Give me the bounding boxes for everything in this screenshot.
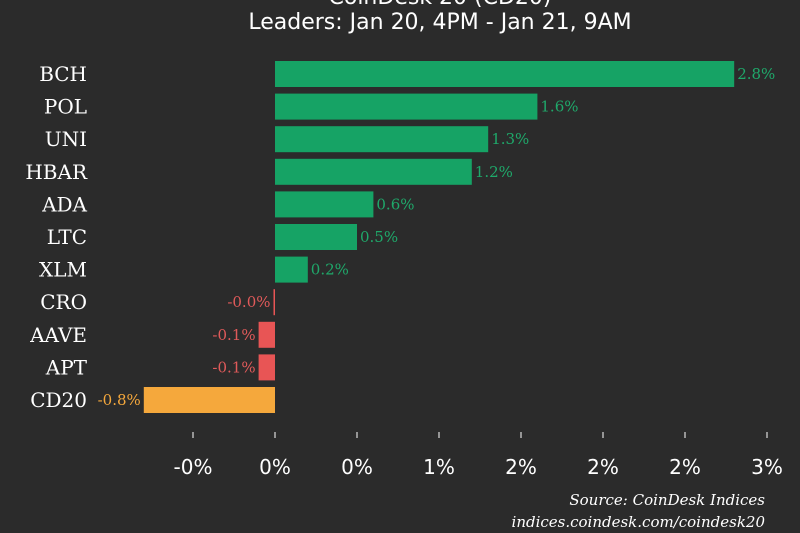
value-label-pol: 1.6% — [540, 98, 578, 116]
x-tick-label: 3% — [751, 455, 783, 479]
category-labels: BCH POL UNI HBAR ADA LTC XLM CRO AAVE APT CD20 — [25, 62, 88, 412]
value-label-bch: 2.8% — [737, 65, 775, 83]
value-labels: 2.8% 1.6% 1.3% 1.2% 0.6% 0.5% 0.2% -0.0% -0.1% -0… — [98, 65, 776, 409]
source-note: Source: CoinDesk Indices — [569, 491, 765, 509]
x-tick-label: 0% — [341, 455, 373, 479]
category-label-uni: UNI — [45, 127, 87, 151]
bar-cd20 — [143, 387, 275, 413]
chart-subtitle: Leaders: Jan 20, 4PM - Jan 21, 9AM — [248, 10, 631, 35]
category-label-cro: CRO — [40, 290, 87, 314]
value-label-ada: 0.6% — [376, 195, 414, 213]
value-label-aave: -0.1% — [212, 326, 255, 344]
value-label-uni: 1.3% — [491, 130, 529, 148]
bar-pol — [275, 93, 538, 120]
value-label-apt: -0.1% — [212, 358, 255, 376]
category-label-cd20: CD20 — [30, 388, 87, 412]
x-tick-label: 2% — [505, 455, 537, 479]
x-tick-label: -0% — [174, 455, 213, 479]
category-label-bch: BCH — [39, 62, 87, 86]
bar-cro — [273, 289, 275, 316]
category-label-aave: AAVE — [29, 323, 87, 347]
value-label-hbar: 1.2% — [475, 163, 513, 181]
category-label-hbar: HBAR — [25, 160, 88, 184]
bar-ada — [275, 191, 374, 218]
category-label-ltc: LTC — [47, 225, 87, 249]
x-tick-label: 0% — [259, 455, 291, 479]
value-label-cd20: -0.8% — [98, 391, 141, 409]
bar-ltc — [275, 224, 357, 250]
source-url: indices.coindesk.com/coindesk20 — [512, 513, 766, 531]
category-label-apt: APT — [45, 355, 88, 379]
bar-xlm — [275, 256, 308, 283]
bar-apt — [258, 354, 275, 381]
bar-aave — [258, 321, 275, 348]
value-label-ltc: 0.5% — [360, 228, 398, 246]
bar-bch — [275, 61, 735, 87]
value-label-xlm: 0.2% — [311, 261, 349, 279]
x-tick-label: 1% — [423, 455, 455, 479]
bar-uni — [275, 126, 489, 153]
category-label-pol: POL — [44, 95, 87, 119]
chart-title: CoinDesk 20 (CD20) — [329, 0, 552, 10]
x-tick-label: 2% — [587, 455, 619, 479]
bar-hbar — [275, 158, 472, 185]
bars-group — [143, 61, 735, 413]
category-label-ada: ADA — [41, 192, 87, 216]
x-tick-label: 2% — [669, 455, 701, 479]
value-label-cro: -0.0% — [227, 293, 270, 311]
category-label-xlm: XLM — [39, 258, 87, 282]
x-axis: -0% 0% 0% 1% 2% 2% 2% 3% — [174, 432, 783, 479]
